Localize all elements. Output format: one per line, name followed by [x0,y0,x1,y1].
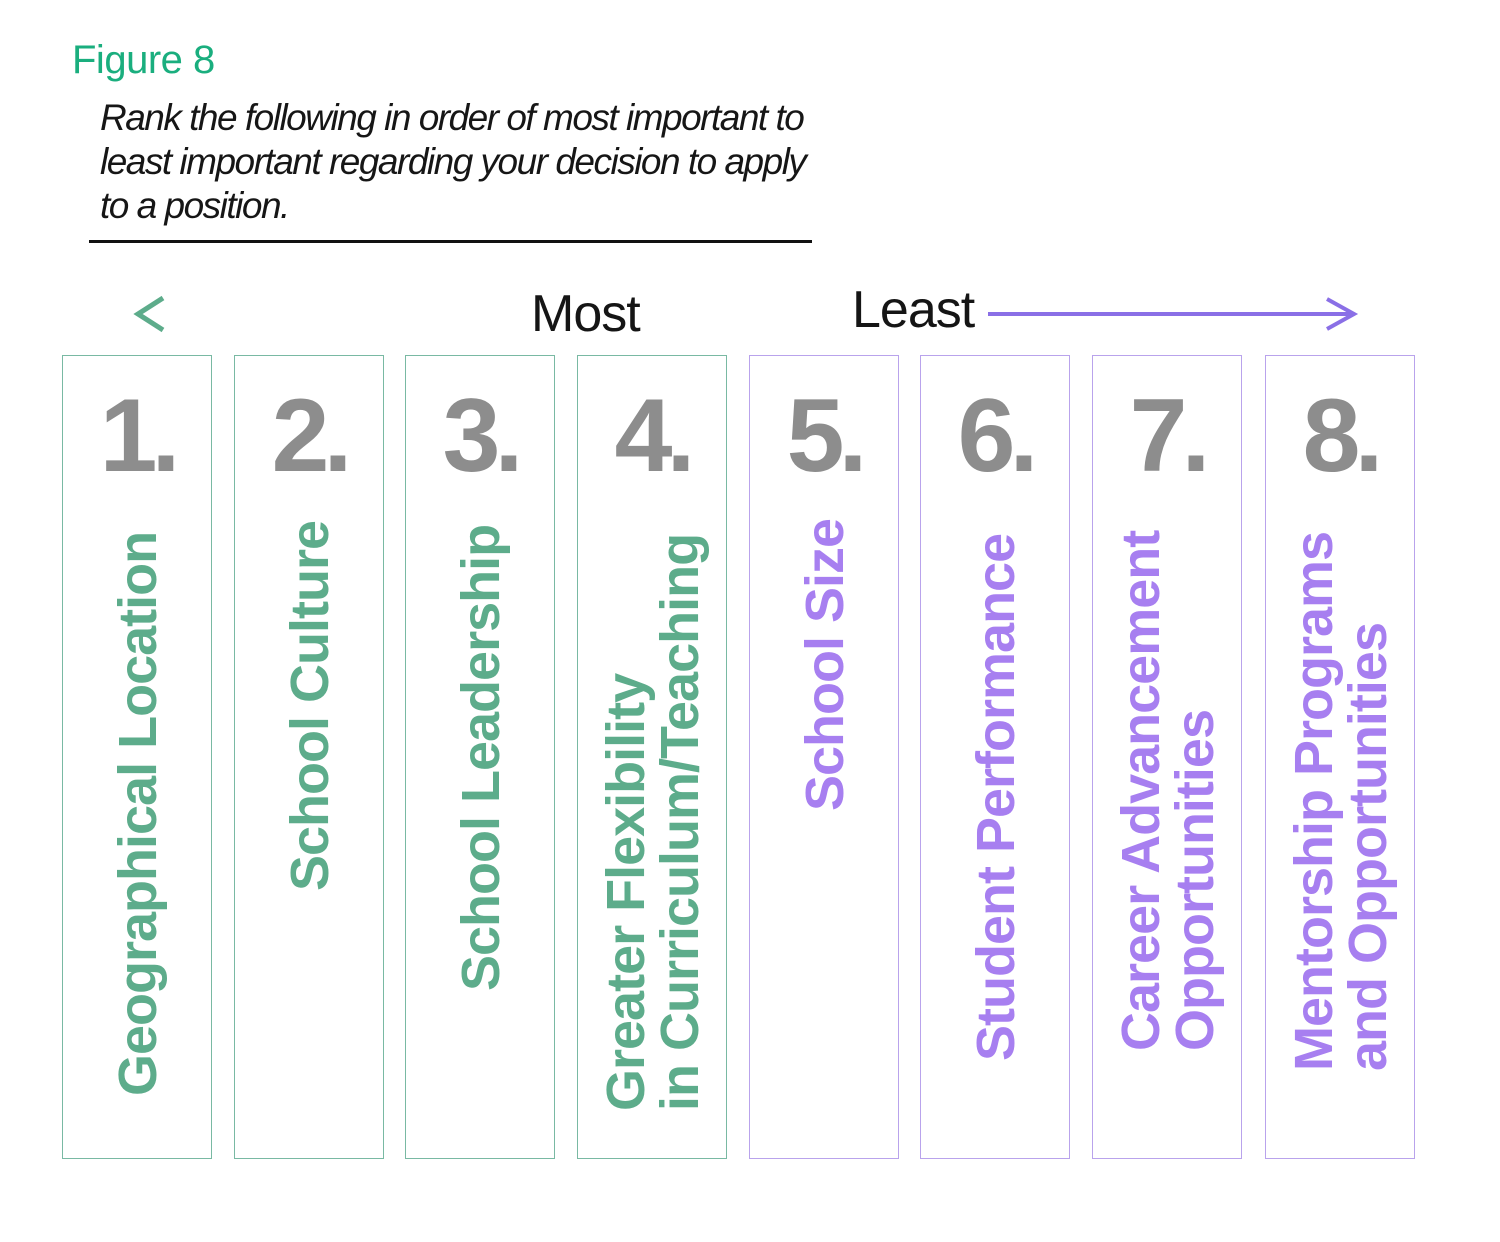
rank-number: 8. [1302,378,1384,494]
rank-label: Career Advancement Opportunities [1111,530,1225,1051]
rank-label: School Size [795,518,855,811]
rank-label-line: Student Performance [966,533,1026,1061]
rank-column-2: 2. School Culture [234,355,384,1159]
rank-column-5: 5. School Size [749,355,899,1159]
rank-label: Geographical Location [108,531,168,1096]
rank-label-area: Student Performance [921,506,1069,1126]
rank-label-line: Geographical Location [108,531,168,1096]
rank-column-3: 3. School Leadership [405,355,555,1159]
rank-label: School Culture [280,520,340,891]
rank-label-area: Mentorship Programs and Opportunities [1266,506,1414,1126]
most-arrow-icon [133,295,503,333]
rank-label-line: Career Advancement [1111,530,1171,1051]
rank-column-8: 8. Mentorship Programs and Opportunities [1265,355,1415,1159]
rank-label-area: Greater Flexibility in Curriculum/Teachin… [578,506,726,1126]
rank-label: Mentorship Programs and Opportunities [1284,531,1398,1071]
least-arrow-icon [988,297,1359,331]
rank-label-area: School Culture [235,506,383,1126]
rank-number: 2. [271,378,353,494]
rank-column-1: 1. Geographical Location [62,355,212,1159]
rank-label-line: School Culture [280,520,340,891]
rank-label-area: Career Advancement Opportunities [1093,506,1241,1126]
rank-number: 7. [1129,378,1211,494]
rank-label-area: School Leadership [406,506,554,1126]
rank-label-line: Opportunities [1165,710,1225,1051]
rank-label-line: in Curriculum/Teaching [650,533,710,1111]
scale-most-label: Most [531,285,641,343]
rank-label: School Leadership [451,524,511,991]
rank-column-6: 6. Student Performance [920,355,1070,1159]
figure-label: Figure 8 [72,38,215,82]
rank-column-7: 7. Career Advancement Opportunities [1092,355,1242,1159]
rank-label-area: School Size [750,506,898,1126]
rank-label: Greater Flexibility in Curriculum/Teachin… [596,533,710,1111]
rank-label: Student Performance [966,533,1026,1061]
rank-label-line: Mentorship Programs [1284,531,1344,1071]
rank-number: 3. [442,378,524,494]
rank-label-area: Geographical Location [63,506,211,1126]
rank-label-line: and Opportunities [1338,623,1398,1071]
rank-label-line: School Leadership [451,524,511,991]
rank-number: 4. [614,378,696,494]
rank-number: 1. [99,378,181,494]
question-text: Rank the following in order of most impo… [100,97,807,226]
rank-label-line: School Size [795,518,855,811]
divider-line [89,240,812,243]
scale-arrows [133,295,1359,333]
scale-least-label: Least [852,281,975,339]
rank-label-line: Greater Flexibility [596,673,656,1111]
rank-number: 5. [786,378,868,494]
rank-number: 6. [957,378,1039,494]
rank-column-4: 4. Greater Flexibility in Curriculum/Teach… [577,355,727,1159]
